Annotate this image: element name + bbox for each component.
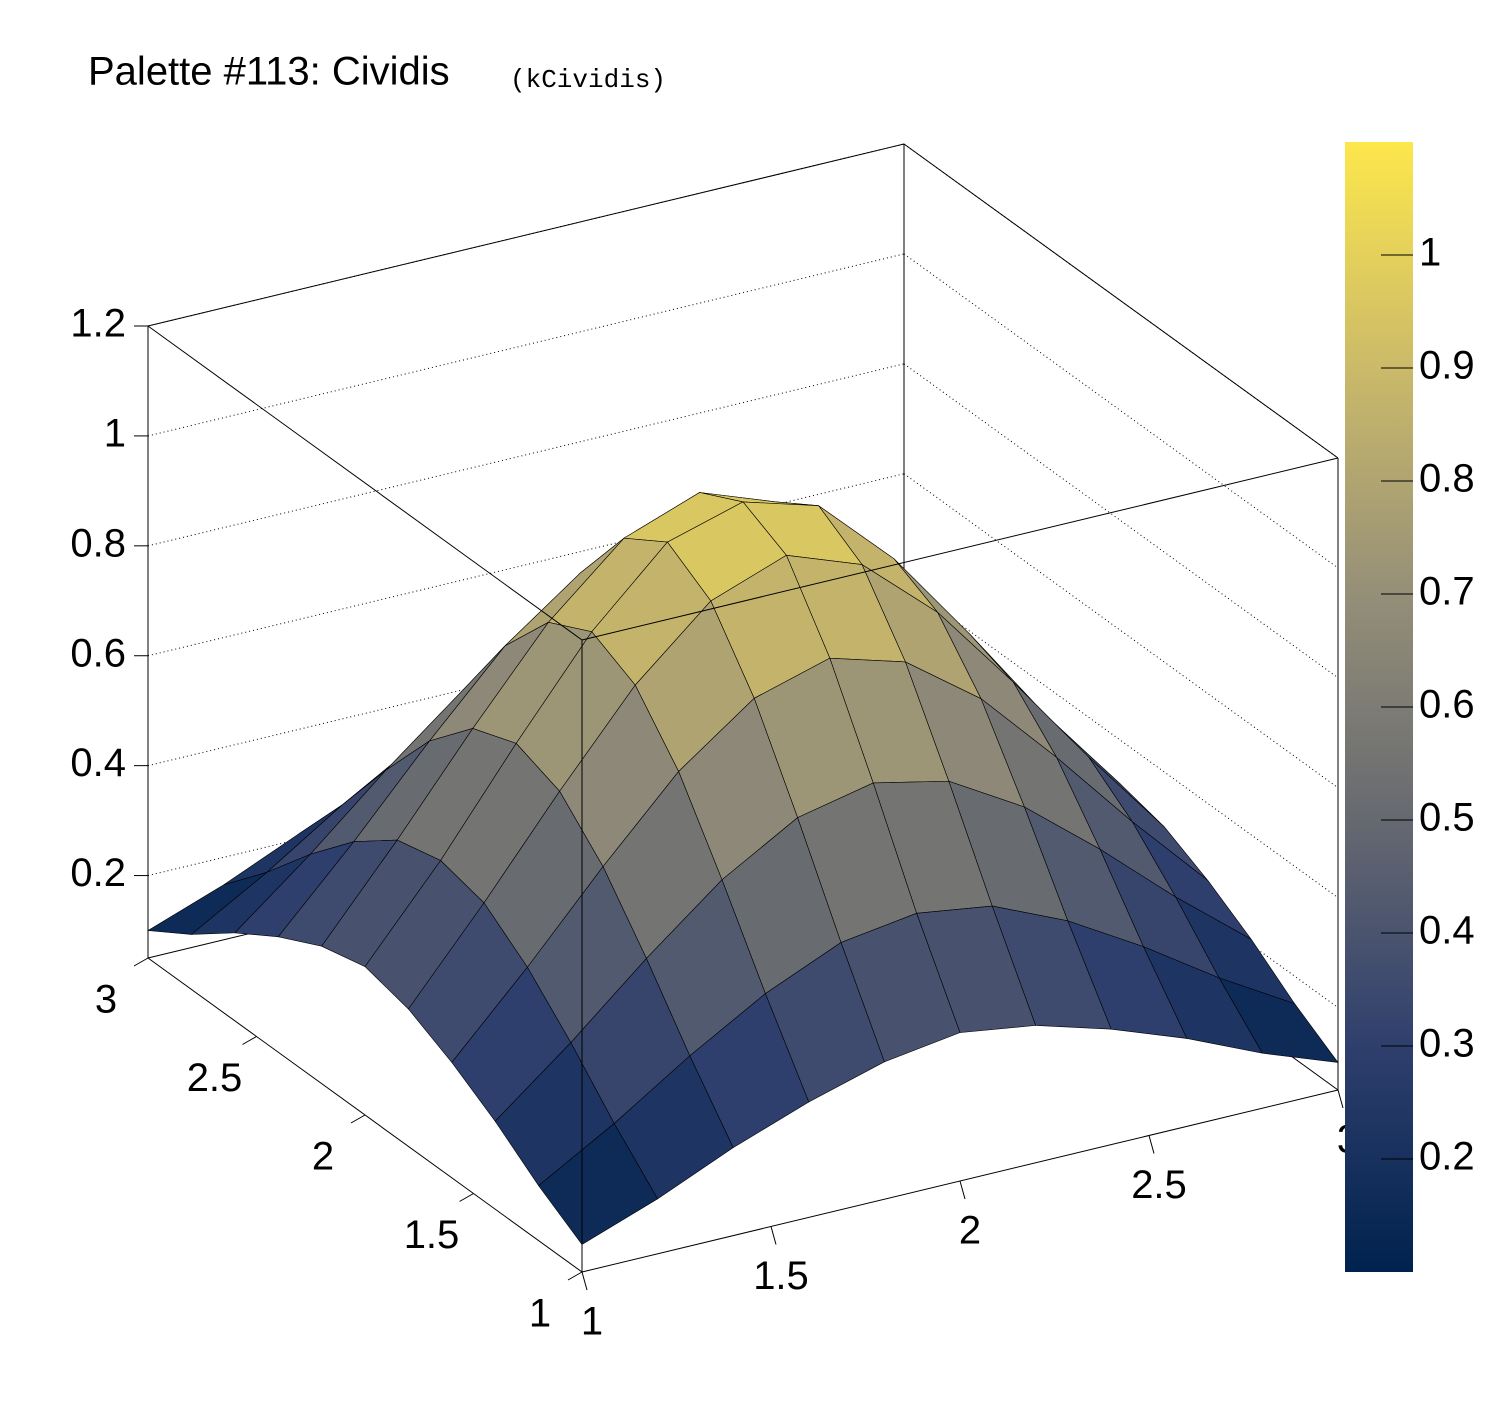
x-tick [959, 1180, 966, 1200]
box-edge [903, 143, 1339, 459]
x-tick [1148, 1135, 1155, 1154]
colorbar-tick-label: 0.7 [1419, 570, 1475, 614]
x-tick [1337, 1089, 1344, 1109]
surface-cell [538, 1123, 659, 1245]
surface [147, 492, 1339, 1245]
colorbar: 0.2 0.3 0.4 0.5 0.6 0.7 0.8 0.9 1 [1345, 142, 1475, 1272]
z-tick-label: 0.8 [70, 521, 126, 565]
box-edge [147, 325, 583, 641]
colorbar-tick-label: 0.2 [1419, 1135, 1475, 1179]
y-tick-label: 2 [312, 1135, 334, 1179]
colorbar-tick-label: 0.3 [1419, 1022, 1475, 1066]
y-tick [567, 1271, 583, 1281]
grid-line [147, 363, 905, 547]
y-tick-label: 1.5 [404, 1213, 460, 1257]
grid-line [147, 473, 905, 657]
y-tick-label: 1 [529, 1292, 551, 1336]
y-tick [350, 1114, 366, 1124]
colorbar-tick-label: 0.4 [1419, 909, 1475, 953]
front-frame: 0.20.40.60.811.211.522.5311.522.53 [70, 302, 1359, 1344]
y-tick-label: 2.5 [187, 1056, 243, 1100]
chart-title-code: (kCividis) [510, 65, 666, 95]
y-tick [459, 1193, 474, 1202]
x-tick [581, 1271, 588, 1291]
box-edge [581, 457, 1339, 641]
z-tick-label: 0.2 [70, 851, 126, 895]
grid-line [147, 143, 905, 327]
colorbar-tick-label: 0.9 [1419, 344, 1475, 388]
y-tick [242, 1036, 257, 1045]
x-tick-label: 2.5 [1131, 1163, 1187, 1207]
z-tick-label: 0.4 [70, 741, 126, 785]
x-tick-label: 1.5 [753, 1254, 809, 1298]
colorbar-tick-label: 0.8 [1419, 457, 1475, 501]
z-tick-label: 1.2 [70, 302, 126, 346]
colorbar-tick-label: 0.6 [1419, 683, 1475, 727]
x-tick [770, 1226, 777, 1245]
y-tick-label: 3 [95, 978, 117, 1022]
y-tick [133, 957, 149, 967]
chart-title: Palette #113: Cividis [88, 50, 450, 94]
grid-line [147, 253, 905, 437]
x-tick-label: 1 [581, 1300, 603, 1344]
x-tick-label: 2 [959, 1209, 981, 1253]
z-tick-label: 1 [104, 411, 126, 455]
colorbar-tick-label: 0.5 [1419, 796, 1475, 840]
z-tick-label: 0.6 [70, 631, 126, 675]
colorbar-tick-label: 1 [1419, 231, 1441, 275]
